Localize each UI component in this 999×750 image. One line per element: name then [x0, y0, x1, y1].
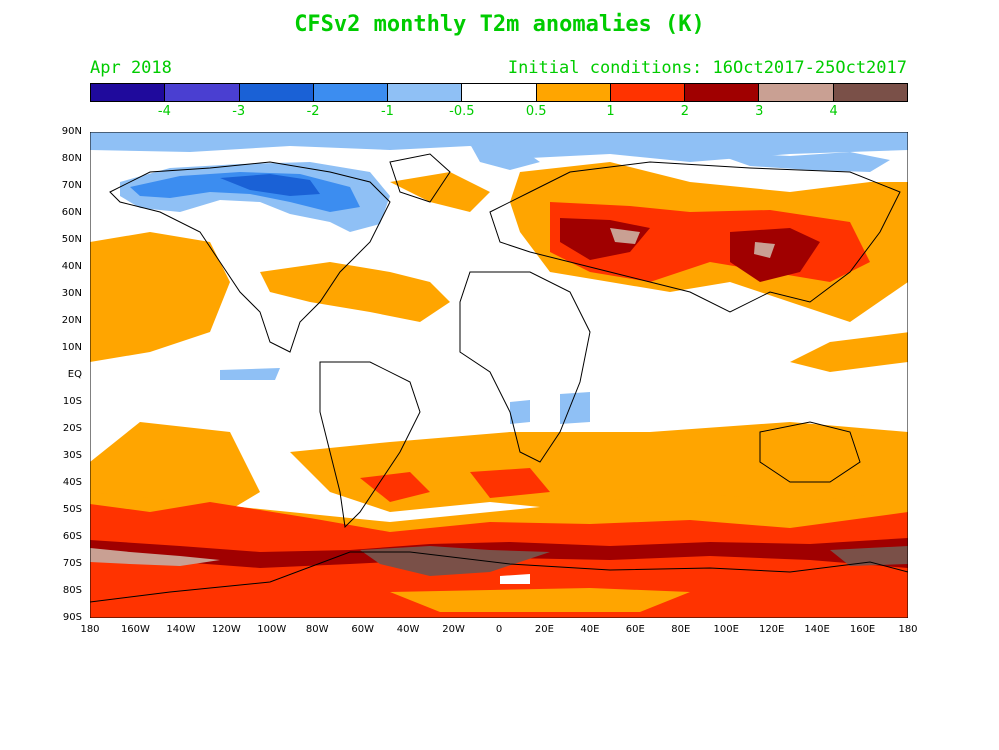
anomaly-region	[470, 144, 540, 170]
coastlines	[90, 153, 908, 603]
coastline-europe-asia	[489, 161, 901, 313]
longitude-label: 100E	[713, 624, 739, 635]
latitude-label: 40N	[61, 261, 82, 272]
anomaly-region	[770, 428, 860, 482]
anomaly-region	[90, 548, 220, 566]
longitude-label: 20W	[442, 624, 465, 635]
latitude-label: 60N	[61, 207, 82, 218]
latitude-label: 50N	[61, 234, 82, 245]
colorbar	[90, 83, 908, 102]
anomaly-region	[730, 228, 820, 282]
longitude-label: 140W	[166, 624, 196, 635]
latitude-label: 60S	[62, 531, 82, 542]
longitude-label: 120W	[211, 624, 241, 635]
longitude-label: 140E	[804, 624, 830, 635]
colorbar-label: 3	[755, 104, 764, 119]
colorbar-label: -4	[157, 104, 171, 119]
latitude-label: 50S	[62, 504, 82, 515]
colorbar-swatch	[239, 84, 314, 101]
colorbar-swatch	[833, 84, 907, 101]
colorbar-swatch	[165, 84, 240, 101]
coastline-greenland	[389, 153, 451, 203]
anomaly-region	[220, 368, 280, 380]
latitude-label: 80S	[62, 585, 82, 596]
colorbar-swatch	[313, 84, 389, 101]
latitude-label: 80N	[61, 153, 82, 164]
anomaly-region	[470, 468, 550, 498]
anomaly-region	[360, 472, 430, 502]
latitude-label: 70S	[62, 558, 82, 569]
colorbar-swatch	[685, 84, 760, 101]
anomaly-region	[710, 152, 890, 172]
longitude-label: 180	[80, 624, 100, 635]
anomaly-region	[360, 546, 550, 576]
longitude-label: 40W	[396, 624, 420, 635]
colorbar-label: -1	[380, 104, 394, 119]
latitude-label: 20S	[62, 423, 82, 434]
anomaly-region	[610, 228, 640, 244]
colorbar-swatch	[462, 84, 537, 101]
anomaly-region	[90, 232, 230, 362]
coastline-antarctica	[90, 551, 908, 603]
colorbar-label: 0.5	[525, 104, 547, 119]
colorbar-label: 2	[680, 104, 690, 119]
longitude-label: 160W	[120, 624, 150, 635]
longitude-label: 80E	[671, 624, 691, 635]
anomaly-region	[500, 574, 530, 584]
longitude-label: 160E	[849, 624, 876, 635]
longitude-label: 40E	[580, 624, 600, 635]
colorbar-label: 4	[829, 104, 838, 119]
longitude-label: 0	[495, 624, 503, 635]
anomaly-region	[790, 332, 908, 372]
anomaly-region	[260, 262, 450, 322]
anomaly-region	[560, 218, 650, 260]
coastline-south-america	[319, 361, 421, 529]
longitude-label: 60W	[351, 624, 374, 635]
longitude-label: 60E	[625, 624, 645, 635]
latitude-label: 40S	[62, 477, 82, 488]
coastline-north-america	[109, 161, 391, 353]
anomaly-region	[390, 588, 690, 612]
colorbar-swatch	[388, 84, 463, 101]
colorbar-swatch	[759, 84, 834, 101]
coastline-africa	[459, 271, 591, 463]
longitude-label: 80W	[305, 624, 329, 635]
longitude-label: 180	[898, 624, 918, 635]
latitude-label: 30S	[62, 450, 82, 461]
coastline-australia	[759, 421, 861, 483]
colorbar-label: 1	[606, 104, 615, 119]
longitude-label: 100W	[257, 624, 287, 635]
anomaly-region	[830, 546, 908, 566]
latitude-label: 30N	[61, 288, 82, 299]
anomaly-region	[390, 172, 490, 212]
latitude-label: 10N	[61, 342, 82, 353]
latitude-label: 20N	[61, 315, 82, 326]
longitude-label: 120E	[758, 624, 785, 635]
anomaly-map	[90, 132, 908, 618]
longitude-label: 20E	[534, 624, 554, 635]
month-label: Apr 2018	[90, 58, 172, 78]
initial-conditions-label: Initial conditions: 16Oct2017-25Oct2017	[507, 58, 907, 78]
colorbar-swatch	[91, 84, 166, 101]
anomaly-region	[560, 392, 590, 424]
colorbar-swatch	[536, 84, 611, 101]
latitude-label: 90S	[62, 612, 82, 623]
latitude-label: 10S	[62, 396, 82, 407]
colorbar-label: -0.5	[449, 104, 475, 119]
anomaly-region	[220, 174, 320, 196]
latitude-label: 90N	[61, 126, 82, 137]
map-title: CFSv2 monthly T2m anomalies (K)	[294, 12, 705, 37]
latitude-label: 70N	[61, 180, 82, 191]
anomaly-region	[510, 400, 530, 424]
latitude-label: EQ	[67, 369, 82, 380]
anomaly-region	[754, 242, 775, 258]
colorbar-label: -3	[232, 104, 246, 119]
colorbar-label: -2	[306, 104, 320, 119]
colorbar-swatch	[610, 84, 686, 101]
